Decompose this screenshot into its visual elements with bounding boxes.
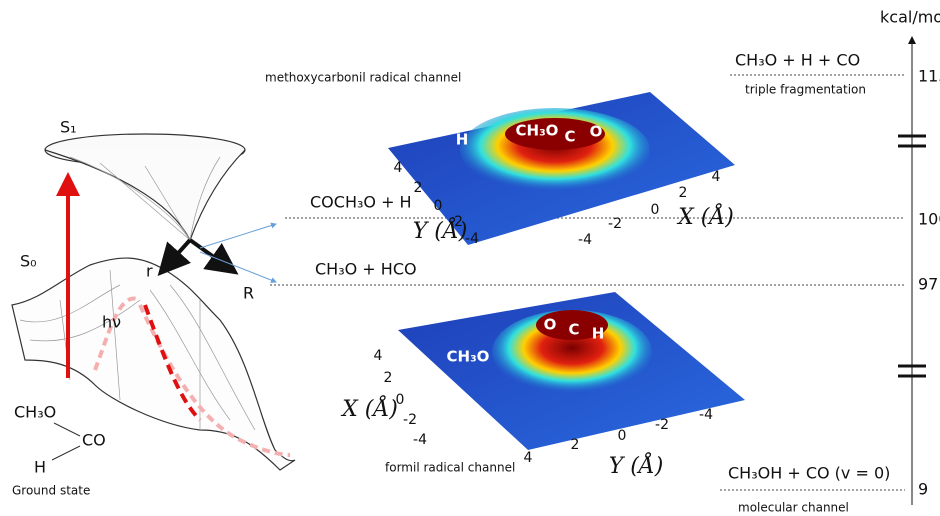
molecule-label: CO	[82, 431, 106, 450]
state-label: S₁	[60, 118, 77, 137]
atom-label: O	[544, 316, 557, 334]
tick-label: 4	[374, 348, 383, 364]
atom-label: C	[568, 321, 579, 339]
molecule-label: H	[34, 458, 46, 477]
tick-label: -4	[578, 232, 592, 248]
coordinate-label: r	[146, 262, 153, 281]
figure: kcal/mol CH₃O + H + CO 115 triple fragme…	[0, 0, 940, 516]
coordinate-label: R	[243, 284, 254, 303]
tick-label: -2	[608, 216, 622, 232]
tick-label: 0	[618, 428, 627, 444]
tick-label: -4	[413, 432, 427, 448]
level-energy: 100	[918, 210, 940, 229]
tick-label: 0	[651, 202, 660, 218]
level-species: CH₃O + H + CO	[735, 51, 860, 70]
atom-label: O	[590, 123, 603, 141]
tick-label: 0	[434, 198, 443, 214]
molecule-label: CH₃O	[14, 403, 56, 422]
photon-label: hν	[102, 313, 121, 332]
axis-label: X (Å)	[676, 202, 734, 230]
level-species: COCH₃O + H	[310, 193, 412, 212]
plot-title: methoxycarbonil radical channel	[265, 71, 461, 85]
axis-label: Y (Å)	[413, 216, 468, 244]
atom-label: CH₃O	[447, 348, 490, 366]
level-energy: 115	[918, 67, 940, 86]
tick-label: 2	[679, 185, 688, 201]
atom-label: CH₃O	[516, 122, 559, 140]
level-note: triple fragmentation	[745, 83, 866, 97]
level-note: molecular channel	[738, 501, 849, 515]
level-energy: 9	[918, 480, 928, 499]
axis-unit: kcal/mol	[880, 8, 940, 27]
atom-label: H	[456, 131, 469, 149]
tick-label: -4	[699, 407, 713, 423]
tick-label: 4	[524, 450, 533, 466]
axis-label: Y (Å)	[609, 451, 664, 479]
atom-label: C	[564, 128, 575, 146]
plot-title: formil radical channel	[385, 461, 515, 475]
level-species: CH₃OH + CO (v = 0)	[728, 464, 890, 483]
level-species: CH₃O + HCO	[315, 260, 417, 279]
atom-label: H	[592, 325, 605, 343]
tick-label: -2	[403, 412, 417, 428]
tick-label: 2	[414, 180, 423, 196]
tick-label: 2	[571, 437, 580, 453]
level-energy: 97	[918, 275, 938, 294]
tick-label: -2	[655, 417, 669, 433]
caption: Ground state	[12, 484, 90, 498]
axis-label: X (Å)	[340, 394, 398, 422]
tick-label: 2	[384, 370, 393, 386]
tick-label: 4	[712, 169, 721, 185]
state-label: S₀	[20, 252, 37, 271]
tick-label: 4	[394, 160, 403, 176]
